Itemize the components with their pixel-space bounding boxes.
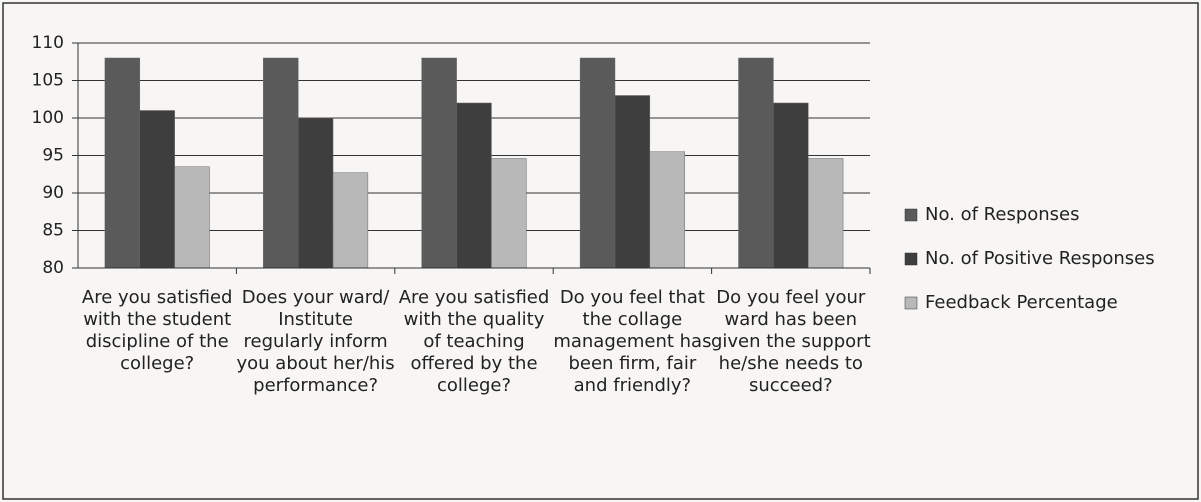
y-tick-label: 105 [32,71,64,91]
legend-swatch [904,208,918,222]
legend-swatch [904,296,918,310]
bar [297,117,334,269]
legend-label: No. of Positive Responses [925,248,1155,269]
x-tick-label: Do you feel that the collage management … [553,287,712,396]
bar [807,158,844,269]
bar [456,102,492,269]
bar [263,57,299,269]
y-tick-label: 100 [32,108,64,128]
legend-label: Feedback Percentage [925,292,1118,313]
x-tick-label: Do you feel your ward has been given the… [710,287,871,396]
x-tick-label: Are you satisfied with the quality of te… [398,287,550,396]
bar [139,110,175,269]
bar [614,95,651,269]
y-tick-label: 90 [42,183,64,203]
y-tick-label: 85 [42,221,64,241]
y-tick-label: 80 [42,258,64,278]
y-tick-label: 95 [42,146,64,166]
legend-swatch [904,252,918,266]
bar [104,57,141,269]
bar [738,57,774,269]
x-tick-label: Does your ward/ Institute regularly info… [236,287,395,396]
bar [773,102,809,269]
bar [649,151,685,269]
bar [332,172,369,269]
bar [579,57,616,269]
bar [421,57,457,269]
legend-label: No. of Responses [925,204,1080,225]
bar [491,158,527,269]
bar [174,166,210,269]
y-tick-label: 110 [32,33,64,53]
x-tick-label: Are you satisfied with the student disci… [81,287,233,374]
